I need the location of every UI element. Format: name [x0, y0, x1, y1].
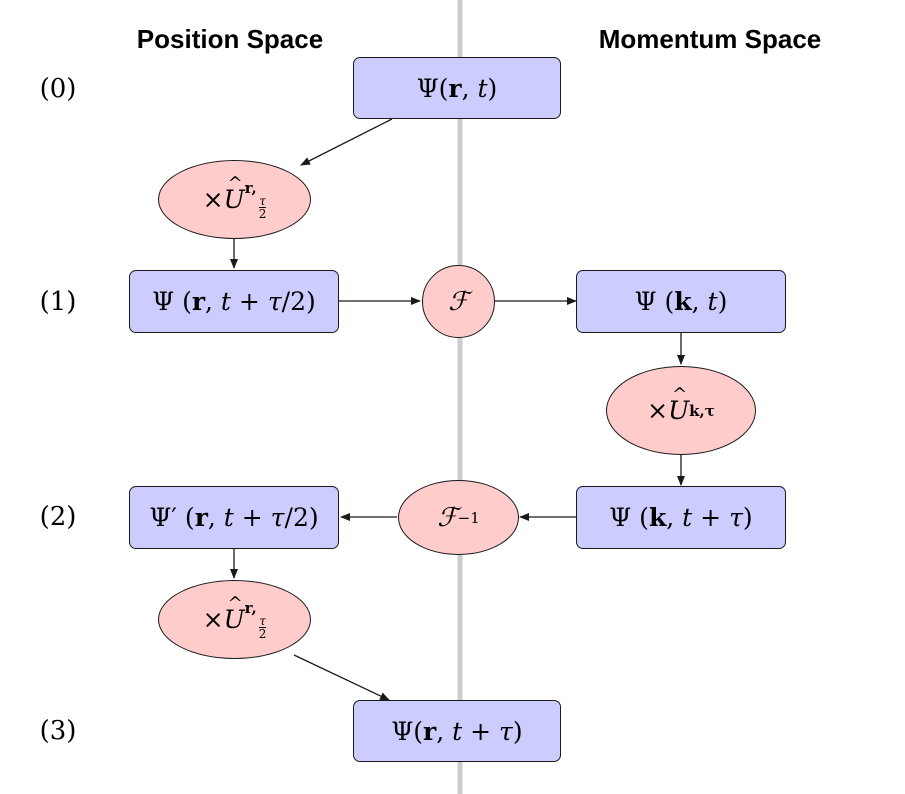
state-args: r, t — [448, 73, 488, 103]
state-args: r, t + τ/2 — [194, 503, 309, 532]
inverse-exponent: −1 — [457, 508, 480, 527]
unitary-symbol: U — [224, 593, 245, 634]
state-args: k, t + τ — [648, 503, 743, 532]
times-symbol: × — [202, 605, 224, 634]
operator-fourier: ℱ — [422, 265, 495, 338]
state-args: r, t + τ/2 — [191, 287, 307, 316]
fourier-symbol: ℱ — [437, 502, 458, 533]
psi-symbol: Ψ — [152, 287, 175, 316]
step-label-1: (1) — [39, 287, 77, 317]
header-position-space: Position Space — [136, 24, 324, 54]
psi-symbol: Ψ — [416, 73, 439, 103]
state-psi-r-t: Ψ(r, t) — [353, 57, 561, 119]
times-symbol: × — [647, 396, 669, 425]
operator-ur-half-1: ×Ur,τ2 — [158, 160, 311, 239]
psi-symbol: Ψ — [391, 716, 414, 746]
operator-inverse-fourier: ℱ −1 — [398, 480, 519, 555]
state-args: k, t — [674, 287, 718, 316]
header-momentum-space: Momentum Space — [598, 24, 822, 54]
operator-subscript: r, — [244, 179, 257, 197]
unitary-symbol: U — [668, 384, 689, 425]
psi-prime-symbol: Ψ′ — [149, 503, 177, 532]
state-psi-k-t: Ψ (k, t) — [576, 270, 786, 333]
operator-uk-tau: ×Uk,τ — [606, 366, 756, 455]
operator-subscript: r, — [244, 599, 257, 617]
state-psi-k-tau: Ψ (k, t + τ) — [576, 486, 786, 549]
frac-numerator: τ — [259, 194, 266, 208]
unitary-symbol: U — [224, 173, 245, 214]
psi-symbol: Ψ — [634, 287, 657, 316]
step-label-3: (3) — [39, 716, 77, 746]
psi-symbol: Ψ — [609, 503, 632, 532]
fourier-symbol: ℱ — [448, 286, 469, 317]
arrow-ur2-to-psi-r-tau — [293, 654, 390, 701]
operator-subscript: k,τ — [689, 401, 715, 420]
state-args: r, t + τ — [423, 716, 513, 746]
operator-ur-half-2: ×Ur,τ2 — [158, 580, 311, 659]
frac-numerator: τ — [259, 614, 266, 628]
times-symbol: × — [202, 185, 224, 214]
state-psi-prime-r-half: Ψ′ (r, t + τ/2) — [129, 486, 339, 549]
state-psi-r-tau: Ψ(r, t + τ) — [353, 700, 561, 762]
frac-denominator: 2 — [258, 627, 267, 641]
state-psi-r-half: Ψ (r, t + τ/2) — [129, 270, 339, 333]
frac-denominator: 2 — [258, 207, 267, 221]
step-label-0: (0) — [39, 74, 77, 104]
step-label-2: (2) — [39, 502, 77, 532]
arrow-psi-to-ur1 — [300, 118, 393, 166]
